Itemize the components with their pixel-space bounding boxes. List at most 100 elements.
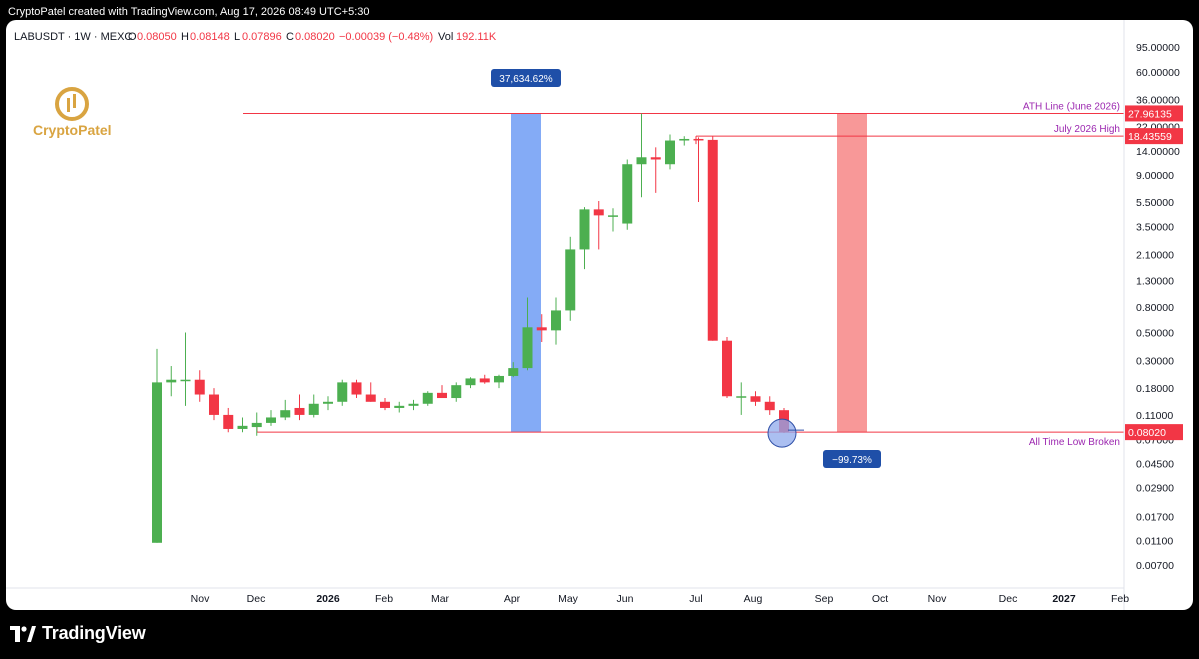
drop-percent-label: −99.73%	[832, 455, 872, 466]
y-tick-label: 0.01100	[1136, 535, 1173, 547]
legend-l-value: 0.07896	[242, 31, 282, 43]
y-tick-label: 0.02900	[1136, 482, 1174, 494]
footer-bar: TradingView	[0, 612, 1199, 659]
x-tick-label: Nov	[191, 593, 210, 605]
candle-body[interactable]	[280, 410, 291, 418]
candle-body[interactable]	[465, 378, 476, 386]
y-tick-label: 0.11000	[1136, 410, 1173, 422]
candle-body[interactable]	[408, 403, 419, 406]
x-tick-label: Nov	[928, 593, 947, 605]
y-tick-label: 95.00000	[1136, 42, 1180, 54]
y-tick-label: 2.10000	[1136, 249, 1174, 261]
candle-body[interactable]	[650, 157, 661, 160]
y-tick-label: 0.80000	[1136, 302, 1174, 314]
chart-panel[interactable]: ATH Line (June 2026) July 2026 High All Ti…	[6, 20, 1193, 610]
rally-percent-label: 37,634.62%	[499, 74, 552, 85]
x-tick-label: Apr	[504, 593, 521, 605]
tradingview-logo[interactable]: TradingView	[10, 623, 146, 644]
candle-body[interactable]	[494, 375, 504, 383]
price-tag-bg	[1125, 424, 1183, 441]
candle-body[interactable]	[223, 414, 234, 429]
candle-body[interactable]	[665, 140, 675, 165]
cryptopatel-logo: CryptoPatel	[33, 87, 112, 138]
legend-c-value: 0.08020	[295, 31, 335, 43]
low-break-marker[interactable]	[767, 418, 797, 448]
candle-body[interactable]	[266, 417, 276, 423]
candle-body[interactable]	[722, 340, 732, 397]
candle-body[interactable]	[679, 138, 690, 141]
x-tick-label: May	[558, 593, 579, 605]
candle-body[interactable]	[166, 379, 177, 383]
price-tag-bg	[1125, 105, 1183, 122]
candle-body[interactable]	[636, 157, 647, 165]
header-caption: CryptoPatel created with TradingView.com…	[8, 6, 370, 18]
y-tick-label: 0.01700	[1136, 512, 1174, 524]
legend-h-value: 0.08148	[190, 31, 230, 43]
tradingview-brand: TradingView	[42, 623, 146, 643]
candle-body[interactable]	[536, 327, 547, 331]
candle-body[interactable]	[152, 382, 162, 543]
candle-body[interactable]	[565, 249, 576, 311]
tradingview-mark-icon	[10, 625, 36, 642]
candle-body[interactable]	[308, 403, 319, 415]
y-tick-label: 9.00000	[1136, 170, 1174, 182]
price-chart[interactable]: ATH Line (June 2026) July 2026 High All Ti…	[6, 20, 1193, 610]
legend-o-label: O	[128, 31, 137, 43]
y-tick-label: 36.00000	[1136, 95, 1180, 107]
candle-body[interactable]	[394, 405, 405, 408]
candle-body[interactable]	[707, 139, 718, 341]
x-tick-label: 2026	[316, 593, 340, 605]
candle-body[interactable]	[750, 396, 761, 402]
x-tick-label: Mar	[431, 593, 450, 605]
candle-body[interactable]	[608, 215, 618, 217]
candle-body[interactable]	[365, 394, 376, 402]
x-tick-label: Jul	[689, 593, 702, 605]
candle-body[interactable]	[251, 422, 262, 428]
x-tick-label: Oct	[872, 593, 888, 605]
candle-body[interactable]	[380, 401, 390, 408]
candle-body[interactable]	[237, 425, 248, 429]
candle-body[interactable]	[337, 382, 348, 402]
candle-body[interactable]	[551, 310, 561, 331]
price-tag: 18.43559	[1128, 131, 1172, 143]
legend-h-label: H	[181, 31, 189, 43]
candle-body[interactable]	[479, 378, 490, 383]
candle-body[interactable]	[451, 385, 462, 399]
logo-ring-icon	[55, 87, 89, 121]
legend-change: −0.00039 (−0.48%)	[339, 31, 433, 43]
candle-body[interactable]	[622, 164, 633, 224]
candle-body[interactable]	[593, 209, 604, 216]
candle-body[interactable]	[508, 368, 519, 376]
y-tick-label: 1.30000	[1136, 275, 1174, 287]
legend-o-value: 0.08050	[137, 31, 177, 43]
drop-percent-label-bg	[823, 450, 881, 468]
y-tick-label: 5.50000	[1136, 197, 1174, 209]
candle-body[interactable]	[764, 401, 775, 411]
candle-body[interactable]	[294, 407, 305, 415]
x-tick-label: Dec	[247, 593, 266, 605]
candle-body[interactable]	[351, 382, 362, 395]
candle-body[interactable]	[522, 327, 533, 369]
candle-body[interactable]	[693, 138, 704, 141]
candle-body[interactable]	[209, 394, 219, 415]
y-tick-label: 0.30000	[1136, 355, 1174, 367]
y-tick-label: 0.18000	[1136, 383, 1174, 395]
legend-vol-value: 192.11K	[456, 31, 497, 43]
candle-body[interactable]	[437, 392, 447, 399]
price-tag: 0.08020	[1128, 427, 1166, 439]
candle-body[interactable]	[736, 396, 747, 398]
y-tick-label: 0.50000	[1136, 327, 1174, 339]
candle-body[interactable]	[323, 401, 333, 404]
rally-zone	[511, 113, 541, 433]
logo-bar-icon	[67, 98, 70, 112]
y-tick-label: 14.00000	[1136, 146, 1180, 158]
x-tick-label: 2027	[1052, 593, 1076, 605]
rally-percent-label-bg	[491, 69, 561, 87]
y-tick-label: 60.00000	[1136, 67, 1180, 79]
candle-body[interactable]	[194, 379, 205, 395]
candle-body[interactable]	[422, 392, 433, 404]
x-tick-label: Sep	[815, 593, 834, 605]
candle-body[interactable]	[180, 379, 191, 382]
legend-c-label: C	[286, 31, 294, 43]
candle-body[interactable]	[579, 209, 590, 250]
